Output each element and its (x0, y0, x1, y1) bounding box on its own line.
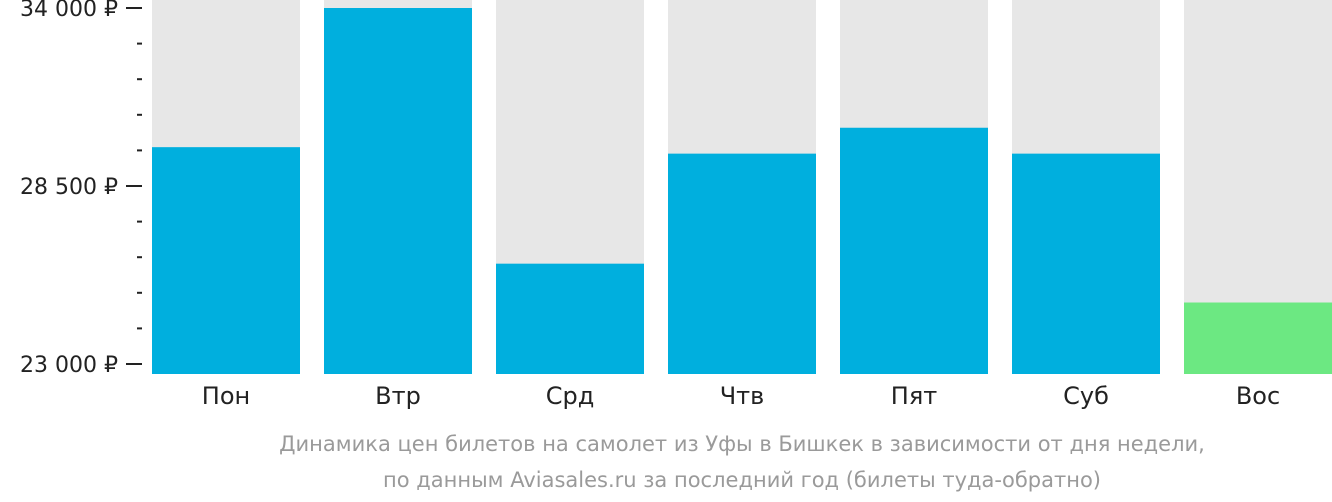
bar-3 (496, 263, 644, 374)
y-tick-label: 34 000 ₽ (20, 0, 118, 22)
bars (152, 0, 1332, 374)
x-tick-label: Втр (375, 382, 421, 410)
x-tick-label: Пят (891, 382, 937, 410)
x-tick-label: Пон (202, 382, 250, 410)
y-axis: 23 000 ₽ 28 500 ₽ 34 000 ₽ (20, 0, 142, 378)
x-tick-label: Срд (546, 382, 595, 410)
x-axis: Пон Втр Срд Чтв Пят Суб Вос (202, 382, 1280, 410)
x-tick-label: Чтв (720, 382, 765, 410)
chart-caption-line-2: по данным Aviasales.ru за последний год … (383, 468, 1101, 492)
bar-1 (152, 147, 300, 374)
bar-2 (324, 8, 472, 374)
bar-6 (1012, 153, 1160, 374)
bar-4 (668, 153, 816, 374)
bar-5 (840, 127, 988, 374)
x-tick-label: Суб (1063, 382, 1109, 410)
y-tick-label: 28 500 ₽ (20, 175, 118, 200)
y-tick-label: 23 000 ₽ (20, 353, 118, 378)
chart-caption-line-1: Динамика цен билетов на самолет из Уфы в… (279, 432, 1205, 456)
x-tick-label: Вос (1236, 382, 1280, 410)
bar-7 (1184, 302, 1332, 374)
